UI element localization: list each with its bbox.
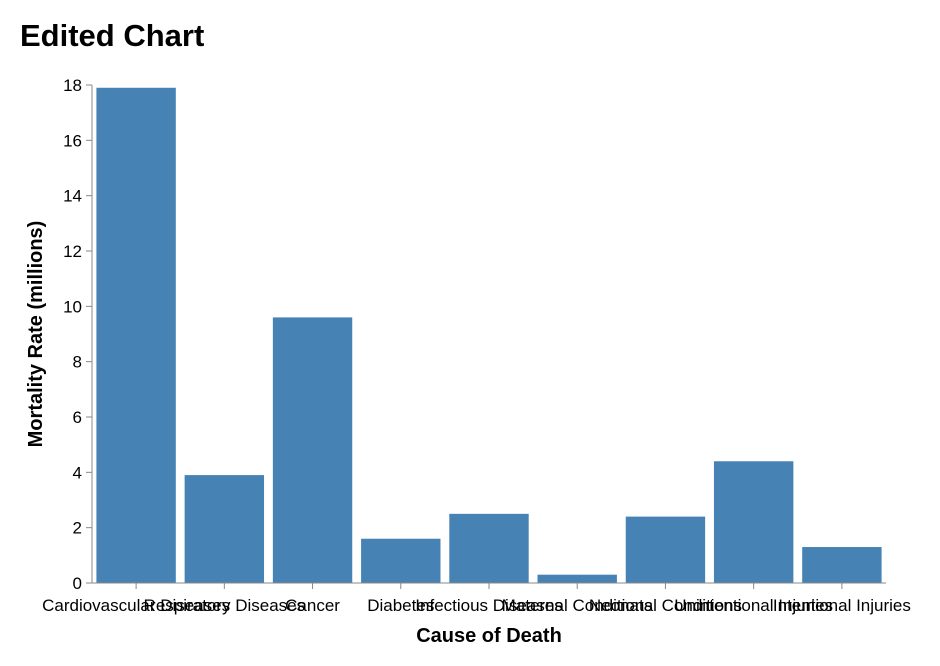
y-tick-label-5: 10	[63, 297, 82, 316]
y-tick-label-2: 4	[73, 463, 82, 482]
y-axis-ticks: 0 2 4 6 8 10 12 14 16 18	[63, 76, 92, 593]
y-tick-label-3: 6	[73, 408, 82, 427]
x-tick-label-3: Diabetes	[367, 596, 434, 615]
x-tick-label-0: Cardiovascular Diseases	[42, 596, 230, 615]
x-tick-label-8: Intentional Injuries	[773, 596, 911, 615]
y-tick-label-8: 16	[63, 131, 82, 150]
bar-4	[449, 513, 529, 583]
x-tick-label-4: Infectious Diseases	[415, 596, 562, 615]
bar-6	[625, 516, 706, 583]
x-tick-label-6: Neonatal Conditions	[589, 596, 742, 615]
bar-7	[713, 461, 794, 583]
x-axis-title: Cause of Death	[416, 625, 562, 647]
y-axis-title: Mortality Rate (millions)	[25, 221, 47, 448]
y-tick-label-9: 18	[63, 76, 82, 95]
y-tick-label-4: 8	[73, 353, 82, 372]
chart-title: Edited Chart	[20, 18, 204, 53]
bar-5	[537, 574, 617, 583]
bars-group	[96, 87, 882, 584]
bar-0	[96, 87, 176, 584]
x-tick-label-2: Cancer	[285, 596, 340, 615]
bar-3	[361, 538, 441, 583]
y-tick-label-0: 0	[73, 574, 82, 593]
x-tick-label-5: Maternal Conditions	[502, 596, 653, 615]
x-tick-label-7: Unintentional Injuries	[674, 596, 833, 615]
bar-8	[802, 547, 882, 583]
bar-2	[272, 317, 353, 583]
y-tick-label-7: 14	[63, 187, 82, 206]
x-tick-label-1: Respiratory Diseases	[144, 596, 306, 615]
y-tick-label-6: 12	[63, 242, 82, 261]
bar-1	[184, 475, 265, 583]
y-tick-label-1: 2	[73, 519, 82, 538]
